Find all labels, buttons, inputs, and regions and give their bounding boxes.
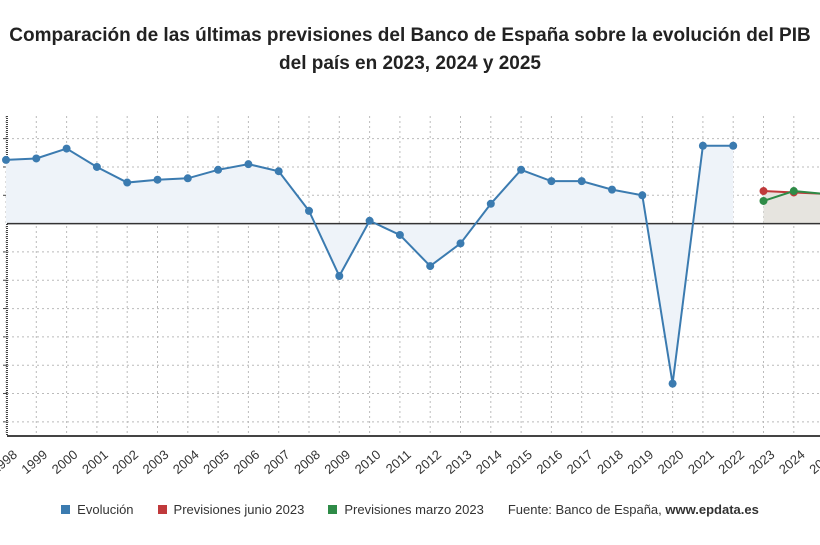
x-tick-label: 2018 xyxy=(594,447,626,477)
data-point xyxy=(729,141,738,150)
legend: Evolución Previsiones junio 2023 Previsi… xyxy=(0,502,820,517)
x-tick-label: 2005 xyxy=(200,447,232,477)
data-point xyxy=(577,177,586,186)
x-tick-label: 2015 xyxy=(503,447,535,477)
data-point xyxy=(759,196,768,205)
chart-title: Comparación de las últimas previsiones d… xyxy=(0,22,820,78)
legend-item-marzo[interactable]: Previsiones marzo 2023 xyxy=(328,502,484,517)
data-point xyxy=(244,160,253,169)
source-site: www.epdata.es xyxy=(665,502,759,517)
data-point xyxy=(305,206,313,215)
data-point xyxy=(123,178,132,187)
data-point xyxy=(789,187,798,196)
source-note: Fuente: Banco de España, www.epdata.es xyxy=(508,502,759,517)
x-tick-label: 2004 xyxy=(170,447,202,477)
x-tick-label: 1998 xyxy=(0,447,20,477)
x-tick-label: 2012 xyxy=(412,447,444,477)
x-tick-label: 2000 xyxy=(49,447,81,477)
data-point xyxy=(608,185,616,194)
line-chart: 1998199920002001200220032004200520062007… xyxy=(0,116,820,477)
x-tick-label: 1999 xyxy=(18,447,50,477)
x-tick-label: 2022 xyxy=(715,447,747,477)
x-tick-label: 2017 xyxy=(564,447,596,477)
x-tick-label: 2014 xyxy=(473,447,505,477)
evolution-area xyxy=(6,145,734,384)
x-tick-label: 2001 xyxy=(79,447,111,477)
data-point xyxy=(62,144,71,153)
data-point xyxy=(92,162,101,171)
data-point xyxy=(456,239,465,248)
data-point xyxy=(153,175,162,184)
title-line-1: Comparación de las últimas previsiones d… xyxy=(9,25,811,46)
data-point xyxy=(214,165,223,174)
data-point xyxy=(2,155,10,164)
x-tick-label: 2024 xyxy=(776,447,808,477)
data-point xyxy=(759,187,768,196)
x-tick-label: 2023 xyxy=(746,447,778,477)
legend-item-evolucion[interactable]: Evolución xyxy=(61,502,134,517)
x-tick-label: 2021 xyxy=(685,447,717,477)
x-tick-label: 2008 xyxy=(291,447,323,477)
x-tick-label: 2019 xyxy=(624,447,656,477)
source-text: Fuente: Banco de España, xyxy=(507,502,666,517)
legend-label: Previsiones marzo 2023 xyxy=(344,502,484,517)
title-line-2: del país en 2023, 2024 y 2025 xyxy=(279,53,541,74)
x-tick-label: 2025 xyxy=(806,447,820,477)
x-tick-label: 2009 xyxy=(321,447,353,477)
x-tick-label: 2011 xyxy=(383,447,414,476)
data-point xyxy=(668,379,677,388)
data-point xyxy=(183,174,192,183)
x-tick-label: 2007 xyxy=(261,447,293,477)
legend-swatch xyxy=(61,505,71,514)
x-tick-label: 2016 xyxy=(534,447,566,477)
data-point xyxy=(517,165,526,174)
data-point xyxy=(274,167,283,176)
legend-label: Previsiones junio 2023 xyxy=(173,502,305,517)
data-point xyxy=(365,216,374,225)
data-point xyxy=(698,141,707,150)
data-point xyxy=(426,262,435,271)
legend-label: Evolución xyxy=(77,502,134,517)
x-tick-label: 2002 xyxy=(109,447,141,477)
legend-swatch xyxy=(157,505,167,514)
x-tick-label: 2010 xyxy=(352,447,384,477)
x-tick-label: 2020 xyxy=(655,447,687,477)
data-point xyxy=(547,177,556,186)
legend-item-junio[interactable]: Previsiones junio 2023 xyxy=(157,502,305,517)
data-point xyxy=(486,199,495,208)
legend-swatch xyxy=(328,505,338,514)
data-point xyxy=(32,154,41,163)
x-tick-label: 2006 xyxy=(231,447,263,477)
x-tick-label: 2013 xyxy=(443,447,475,477)
data-point xyxy=(638,191,647,200)
x-tick-label: 2003 xyxy=(140,447,172,477)
forecast-area xyxy=(763,191,820,224)
data-point xyxy=(335,272,344,280)
data-point xyxy=(395,230,404,239)
